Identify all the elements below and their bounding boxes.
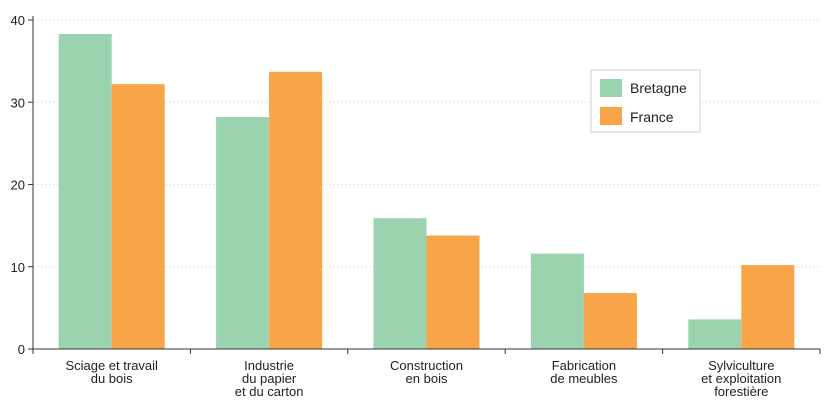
legend-label-bretagne: Bretagne (630, 80, 687, 96)
y-tick-label: 30 (11, 95, 25, 110)
category-label-line: Industrie (244, 358, 294, 373)
bar-bretagne-1 (58, 33, 112, 350)
category-label-5: Sylviculture et exploitation forestière (701, 358, 781, 399)
axes (28, 16, 821, 354)
category-label-line: Fabrication (552, 358, 616, 373)
bar-france-2 (269, 71, 323, 349)
y-tick-labels: 0 10 20 30 40 (11, 13, 25, 357)
bar-bretagne-5 (688, 319, 742, 349)
category-label-line: du papier (242, 371, 297, 386)
bar-france-3 (426, 235, 480, 349)
category-label-4: Fabrication de meubles (550, 358, 618, 386)
category-label-line: Sciage et travail (65, 358, 158, 373)
category-label-line: et exploitation (701, 371, 781, 386)
category-label-line: en bois (406, 371, 448, 386)
bar-bretagne-2 (216, 117, 270, 350)
legend-swatch-bretagne (600, 79, 622, 97)
category-label-line: de meubles (550, 371, 618, 386)
category-labels: Sciage et travail du bois Industrie du papi… (65, 358, 781, 399)
y-tick-label: 40 (11, 13, 25, 28)
y-tick-label: 10 (11, 260, 25, 275)
category-label-line: et du carton (235, 384, 304, 399)
category-label-line: forestière (714, 384, 768, 399)
category-label-3: Construction en bois (390, 358, 463, 386)
bar-france-1 (111, 84, 165, 349)
y-tick-label: 0 (18, 342, 25, 357)
category-label-line: Construction (390, 358, 463, 373)
legend-swatch-france (600, 107, 622, 125)
y-tick-label: 20 (11, 178, 25, 193)
bars (58, 33, 795, 350)
bar-france-4 (583, 293, 637, 349)
category-label-2: Industrie du papier et du carton (235, 358, 304, 399)
bar-bretagne-4 (530, 253, 584, 349)
bar-bretagne-3 (373, 218, 427, 349)
category-label-line: Sylviculture (708, 358, 774, 373)
category-label-line: du bois (91, 371, 133, 386)
legend: Bretagne France (590, 69, 701, 133)
bar-france-5 (741, 265, 795, 349)
category-label-1: Sciage et travail du bois (65, 358, 158, 386)
legend-label-france: France (630, 109, 674, 125)
